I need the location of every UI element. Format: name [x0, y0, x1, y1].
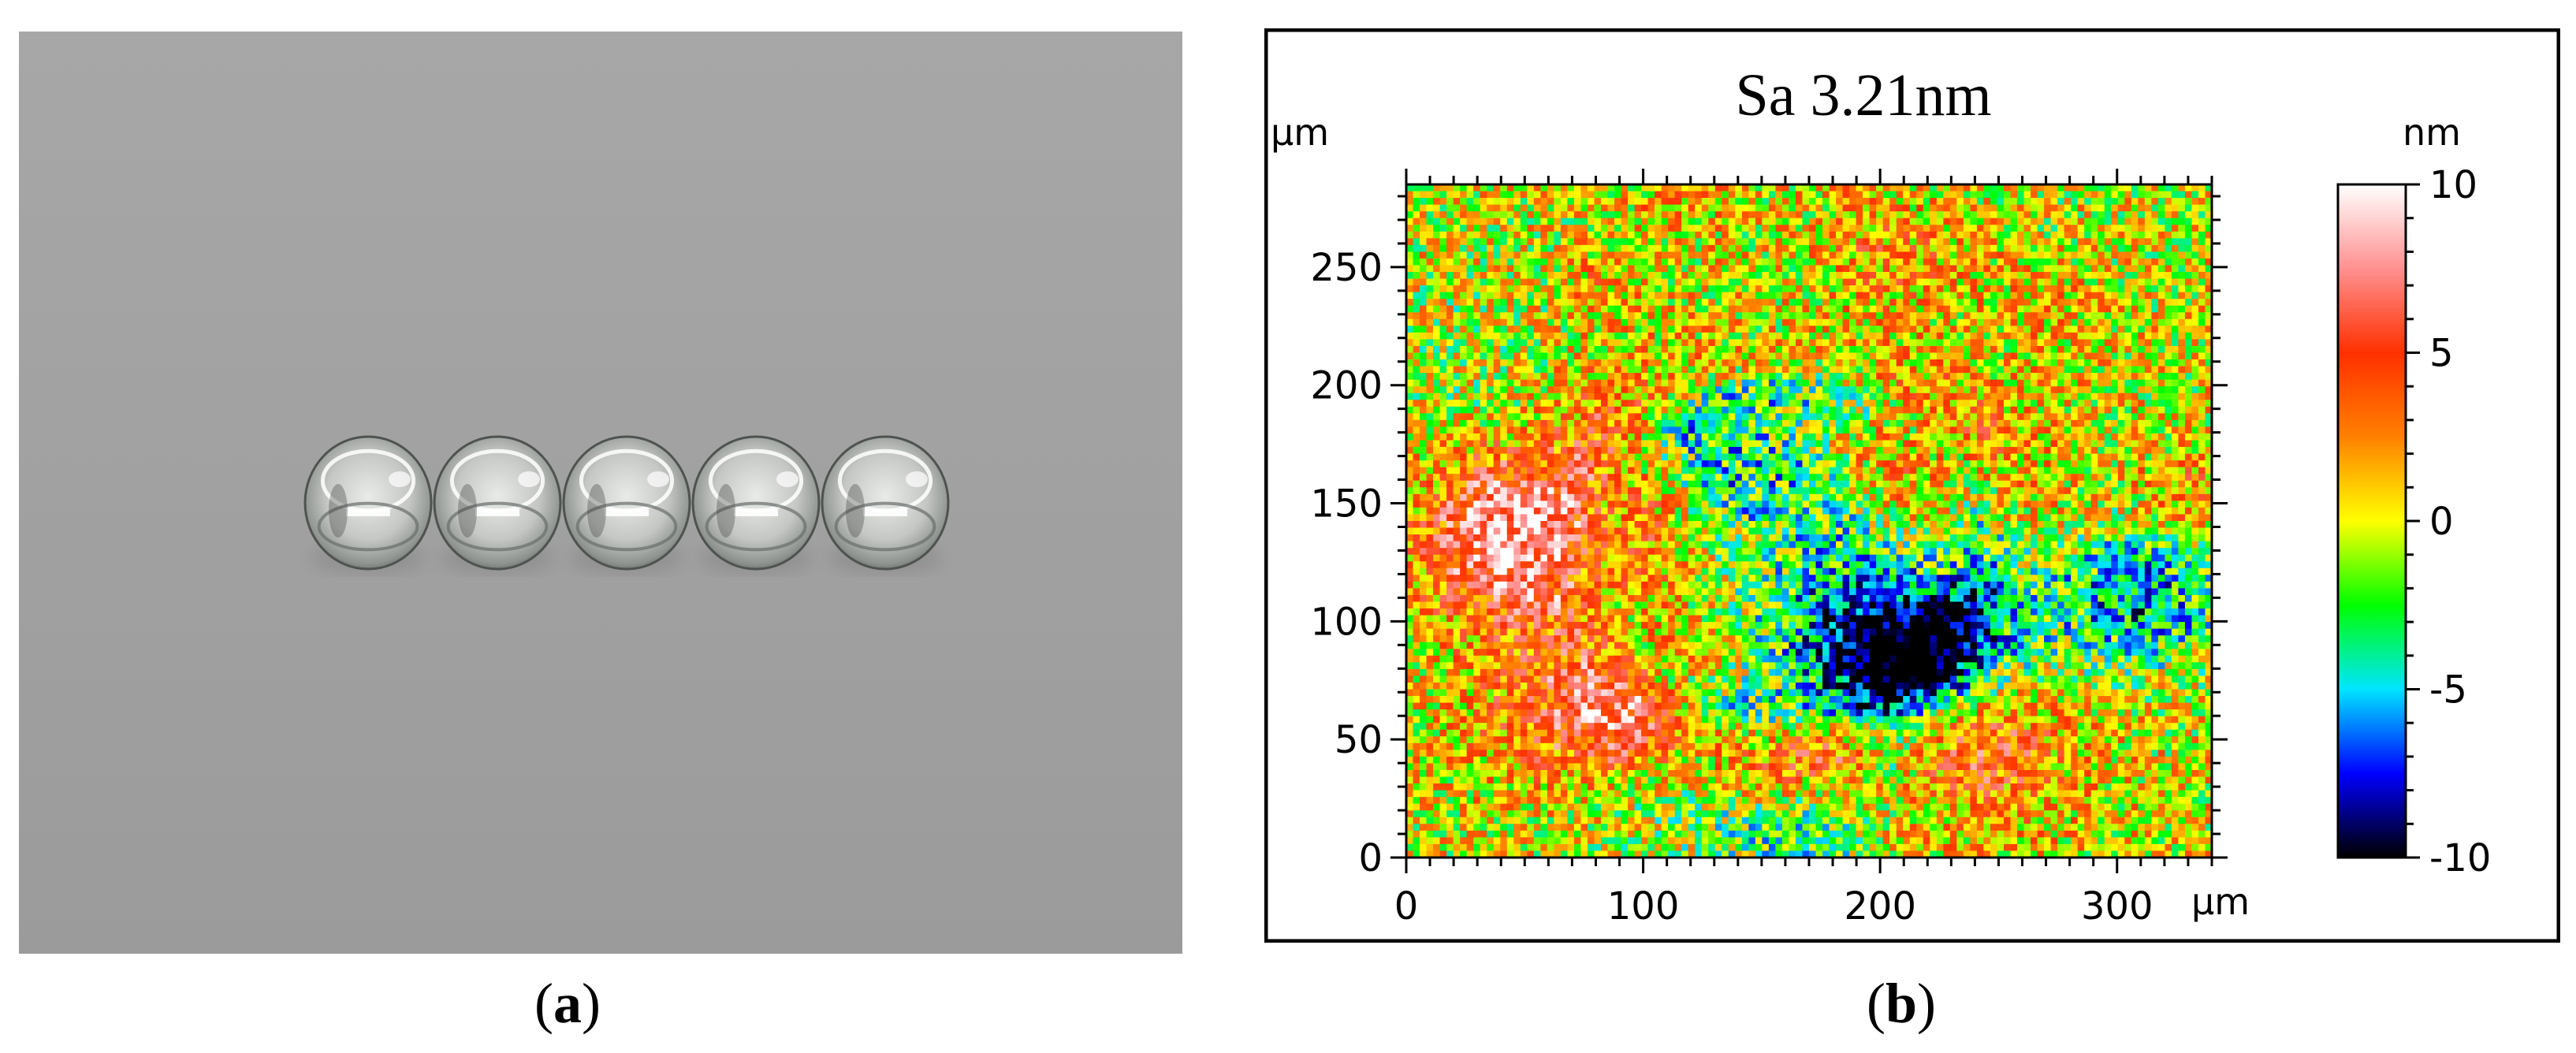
x-tick-label: 100 [1607, 884, 1680, 928]
y-tick-label: 0 [1358, 836, 1383, 880]
colorbar-tick-label: 0 [2429, 500, 2454, 544]
y-tick-label: 250 [1310, 246, 1383, 290]
lens [303, 435, 433, 574]
x-tick-label: 300 [2081, 884, 2153, 928]
y-tick-label: 200 [1310, 364, 1383, 408]
colorbar-unit-label: nm [2403, 111, 2461, 154]
lens [562, 435, 691, 574]
lens [691, 435, 821, 574]
colorbar-tick-label: -10 [2429, 836, 2491, 880]
lens [821, 435, 950, 574]
x-tick-label: 0 [1394, 884, 1419, 928]
lens [433, 435, 562, 574]
x-tick-label: 200 [1844, 884, 1916, 928]
roughness-map-chart: Sa 3.21nm µm nm µm 0 100 200 30005010015020… [1264, 28, 2560, 943]
colorbar-tick-label: -5 [2429, 668, 2467, 713]
colorbar-tick-label: 10 [2429, 163, 2477, 207]
panel-b-caption: (b) [1866, 972, 1936, 1035]
heatmap-surface [1406, 184, 2213, 858]
plot-axes: 0 100 200 300 0 50 100 150 200 250 [1310, 169, 2228, 928]
y-tick-label: 100 [1310, 600, 1383, 644]
y-unit-label: µm [1271, 111, 1329, 154]
colorbar-gradient [2336, 183, 2407, 859]
x-unit-label: µm [2191, 880, 2250, 923]
colorbar-tick-label: 5 [2429, 332, 2454, 376]
panel-a-caption: (a) [534, 972, 601, 1035]
chart-title: Sa 3.21nm [1735, 62, 1991, 128]
y-tick-label: 150 [1310, 482, 1383, 526]
y-tick-label: 50 [1335, 718, 1383, 762]
lens-photo [19, 32, 1182, 954]
colorbar: 10 5 0 -5 -10 [2336, 163, 2491, 880]
